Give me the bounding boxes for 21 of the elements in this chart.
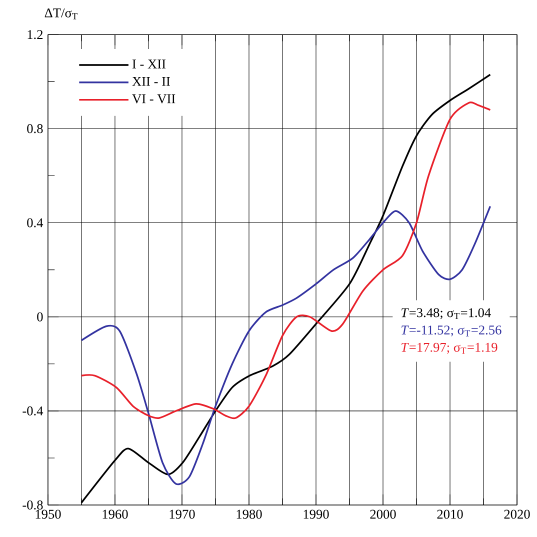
- legend-label: I - XII: [132, 60, 166, 68]
- x-tick-label: 2000: [370, 510, 396, 519]
- y-tick-label: 1.2: [28, 30, 43, 40]
- x-tick-label: 1970: [170, 510, 195, 519]
- x-tick-label: 1990: [304, 510, 329, 519]
- x-tick-label: 1980: [236, 510, 262, 519]
- x-tick-label: 1950: [36, 510, 61, 519]
- legend-label: XII - II: [132, 77, 170, 86]
- x-tick-label: 1960: [102, 510, 128, 519]
- annotation: T=17.97; σ$_{T}$=1.19: [402, 342, 498, 354]
- y-tick-label: 0.4: [27, 218, 44, 228]
- y-axis-title: ΔT/σ$_{T}$: [44, 8, 78, 20]
- y-tick-label: 0.8: [27, 124, 43, 134]
- annotation: T=-11.52; σ$_{T}$=2.56: [402, 326, 502, 336]
- y-tick-label: -0.8: [22, 500, 43, 510]
- x-tick-label: 2010: [437, 510, 463, 519]
- y-tick-label: -0.4: [22, 406, 44, 416]
- annotation: T=3.48; σ$_{T}$=1.04: [402, 308, 491, 320]
- x-tick-label: 2020: [504, 510, 530, 519]
- legend-label: VI - VII: [132, 94, 176, 104]
- y-tick-label: 0: [37, 312, 43, 322]
